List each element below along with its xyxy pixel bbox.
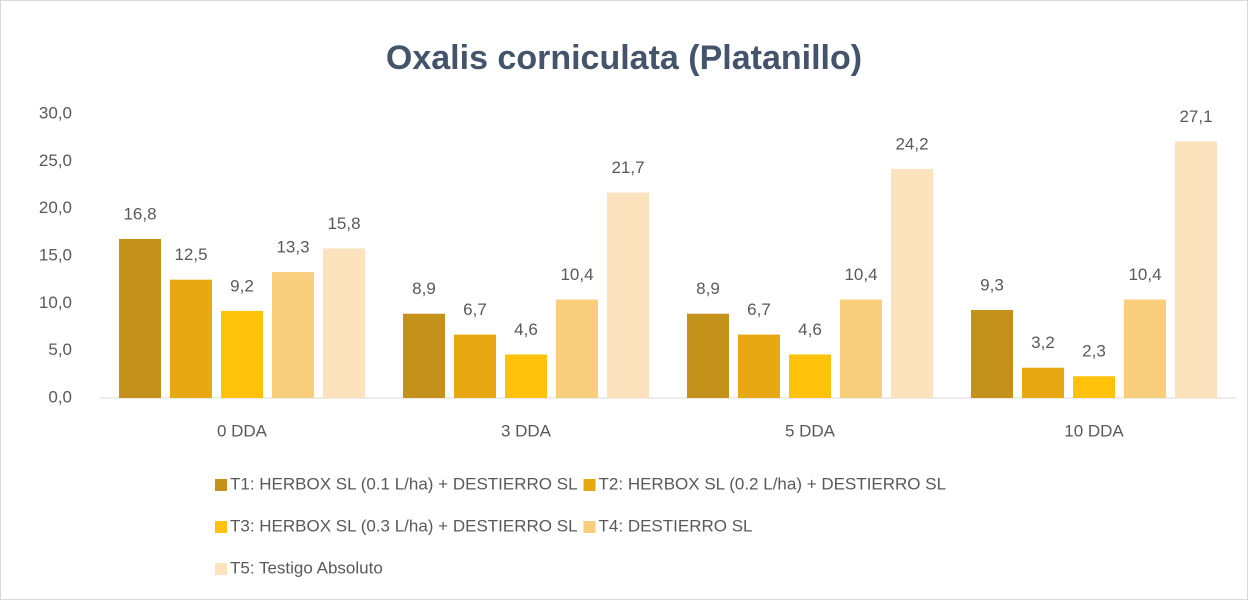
bar (738, 334, 780, 398)
y-tick-label: 30,0 (39, 103, 72, 122)
legend-swatch (215, 479, 227, 491)
bar (556, 299, 598, 398)
bar (170, 279, 212, 398)
x-tick-label: 10 DDA (1064, 421, 1124, 440)
value-label: 21,7 (611, 158, 644, 177)
y-tick-label: 5,0 (48, 340, 72, 359)
bar (505, 354, 547, 398)
bar (789, 354, 831, 398)
bar (1124, 299, 1166, 398)
legend-label: T5: Testigo Absoluto (230, 558, 383, 577)
legend-label: T1: HERBOX SL (0.1 L/ha) + DESTIERRO SL (230, 474, 578, 493)
bar (687, 313, 729, 398)
bar (454, 334, 496, 398)
x-tick-label: 3 DDA (501, 421, 552, 440)
bar (840, 299, 882, 398)
value-label: 13,3 (276, 238, 309, 257)
bar (607, 192, 649, 398)
value-label: 8,9 (696, 279, 720, 298)
bar (1022, 367, 1064, 398)
bar (971, 309, 1013, 398)
y-tick-label: 15,0 (39, 245, 72, 264)
value-label: 8,9 (412, 279, 436, 298)
y-tick-label: 20,0 (39, 198, 72, 217)
value-label: 24,2 (895, 134, 928, 153)
value-label: 6,7 (463, 300, 487, 319)
legend-swatch (215, 563, 227, 575)
value-label: 10,4 (1128, 265, 1161, 284)
value-label: 3,2 (1031, 333, 1055, 352)
y-tick-label: 25,0 (39, 151, 72, 170)
value-label: 4,6 (514, 320, 538, 339)
bar (1175, 141, 1217, 398)
y-tick-label: 0,0 (48, 387, 72, 406)
value-label: 16,8 (123, 204, 156, 223)
legend-swatch (583, 479, 596, 491)
legend-label: T3: HERBOX SL (0.3 L/ha) + DESTIERRO SL (230, 516, 578, 535)
value-label: 12,5 (174, 245, 207, 264)
bar (119, 238, 161, 398)
value-label: 15,8 (327, 214, 360, 233)
value-label: 27,1 (1179, 107, 1212, 126)
legend-swatch (215, 521, 227, 533)
value-label: 9,2 (230, 276, 254, 295)
legend-label: T4: DESTIERRO SL (599, 516, 753, 535)
bar (891, 168, 933, 398)
bar (1073, 376, 1115, 398)
x-tick-label: 0 DDA (217, 421, 268, 440)
y-tick-label: 10,0 (39, 293, 72, 312)
value-label: 2,3 (1082, 342, 1106, 361)
value-label: 10,4 (844, 265, 877, 284)
value-label: 6,7 (747, 300, 771, 319)
legend-swatch (583, 521, 596, 533)
bar (272, 272, 314, 398)
bar (323, 248, 365, 398)
value-label: 4,6 (798, 320, 822, 339)
value-label: 9,3 (980, 275, 1004, 294)
x-tick-label: 5 DDA (785, 421, 836, 440)
legend-label: T2: HERBOX SL (0.2 L/ha) + DESTIERRO SL (599, 474, 947, 493)
bar (221, 310, 263, 398)
chart-title: Oxalis corniculata (Platanillo) (386, 39, 862, 77)
value-label: 10,4 (560, 265, 593, 284)
bar (403, 313, 445, 398)
